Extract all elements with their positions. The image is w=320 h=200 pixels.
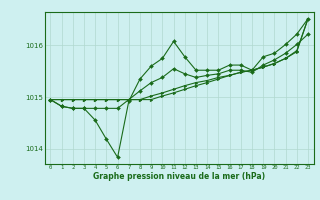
X-axis label: Graphe pression niveau de la mer (hPa): Graphe pression niveau de la mer (hPa) [93, 172, 265, 181]
